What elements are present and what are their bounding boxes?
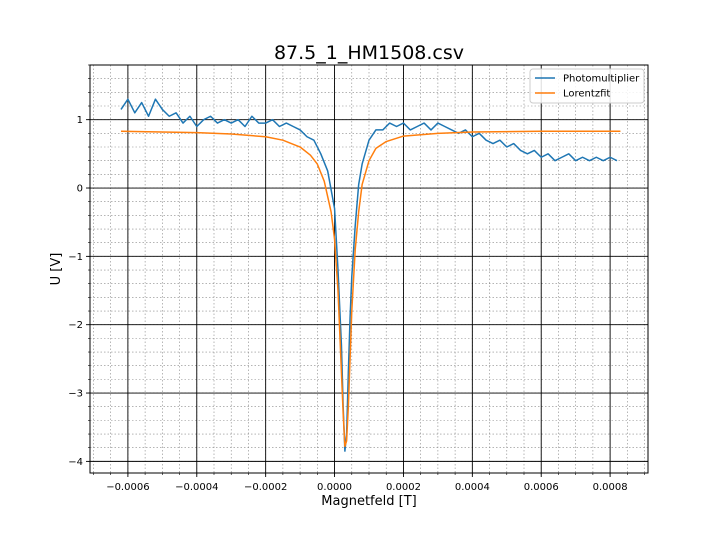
x-tick-label: 0.0008 bbox=[593, 482, 628, 493]
y-tick-label: −3 bbox=[68, 389, 83, 400]
legend-label-lorentzfit: Lorentzfit bbox=[563, 89, 610, 100]
legend-label-photomultiplier: Photomultiplier bbox=[563, 74, 640, 85]
axis-ticks: −0.0006 −0.0004 −0.0002 0.0000 0.0002 0.0004 0… bbox=[68, 64, 645, 493]
major-grid bbox=[90, 65, 648, 473]
series-line-photomultiplier bbox=[120, 98, 618, 452]
x-tick-label: 0.0000 bbox=[317, 482, 352, 493]
legend-box bbox=[529, 68, 645, 104]
x-tick-label: −0.0004 bbox=[175, 482, 218, 493]
y-tick-label: 0 bbox=[77, 184, 83, 195]
series-layer bbox=[120, 98, 621, 452]
x-axis-label: Magnetfeld [T] bbox=[321, 494, 416, 509]
x-tick-label: 0.0004 bbox=[455, 482, 490, 493]
chart-title: 87.5_1_HM1508.csv bbox=[274, 42, 464, 64]
y-tick-label: 1 bbox=[77, 115, 83, 126]
x-tick-label: −0.0002 bbox=[244, 482, 287, 493]
x-tick-label: 0.0006 bbox=[524, 482, 559, 493]
y-tick-label: −2 bbox=[68, 320, 83, 331]
x-tick-label: −0.0006 bbox=[106, 482, 149, 493]
y-tick-label: −4 bbox=[68, 457, 83, 468]
x-tick-label: 0.0002 bbox=[386, 482, 421, 493]
legend: Photomultiplier Lorentzfit bbox=[529, 68, 645, 104]
y-tick-label: −1 bbox=[68, 252, 83, 263]
y-axis-label: U [V] bbox=[49, 253, 64, 286]
series-line-lorentzfit bbox=[120, 130, 621, 448]
